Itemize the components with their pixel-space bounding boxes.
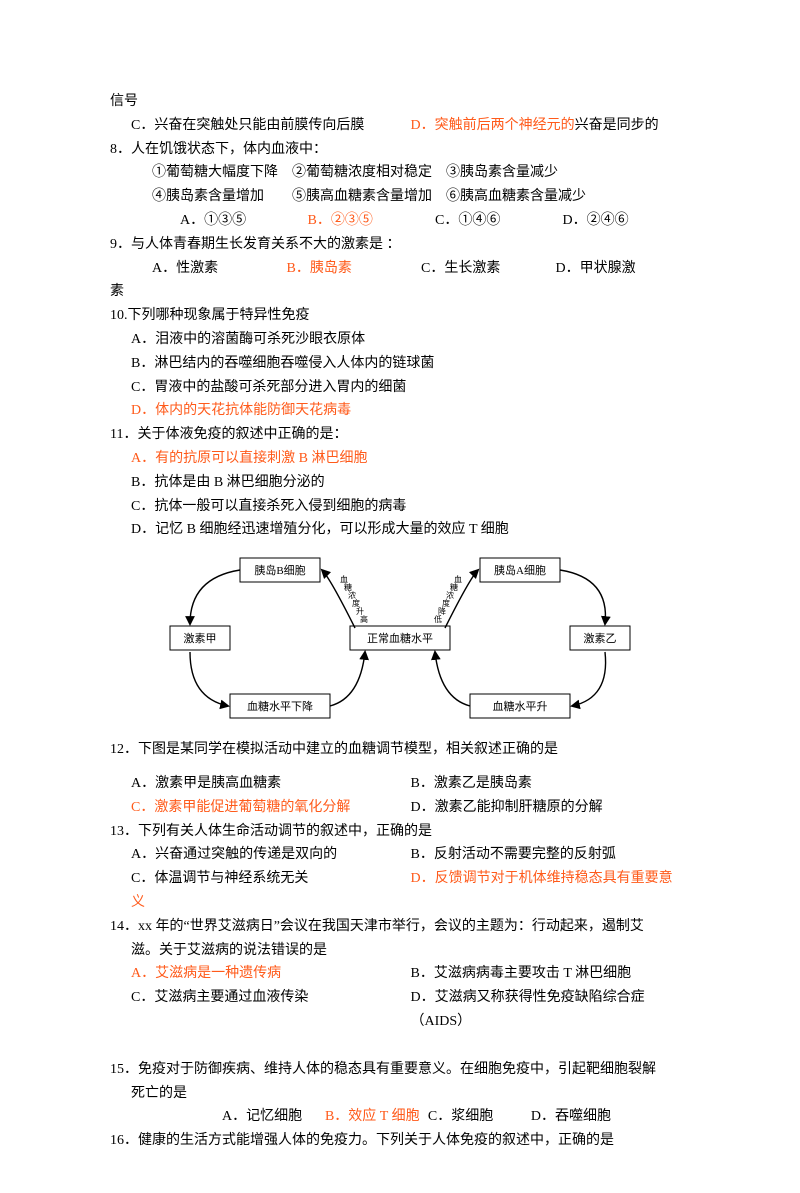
pre-line: 信号 xyxy=(110,90,690,114)
diag-left-top: 胰岛B细胞 xyxy=(254,563,305,577)
q13-b: B．反射活动不需要完整的反射弧 xyxy=(411,843,691,867)
diag-right-bot: 血糖水平升 xyxy=(493,699,548,713)
q12-stem: 12．下图是某同学在模拟活动中建立的血糖调节模型，相关叙述正确的是 xyxy=(110,738,690,762)
q15-c: C．浆细胞 xyxy=(428,1105,531,1129)
q10-stem: 10.下列哪种现象属于特异性免疫 xyxy=(110,304,690,328)
q11-d: D．记忆 B 细胞经迅速增殖分化，可以形成大量的效应 T 细胞 xyxy=(110,518,690,542)
q14-c: C．艾滋病主要通过血液传染 xyxy=(131,986,411,1034)
q8-stem: 8．人在饥饿状态下，体内血液中： xyxy=(110,138,690,162)
q15-b: B．效应 T 细胞 xyxy=(325,1105,428,1129)
q14-d: D．艾滋病又称获得性免疫缺陷综合症（AIDS） xyxy=(411,986,691,1034)
svg-text:低: 低 xyxy=(434,614,442,624)
q13-c: C．体温调节与神经系统无关 xyxy=(131,867,411,891)
q9-tail: 素 xyxy=(110,280,690,304)
q11-a: A．有的抗原可以直接刺激 B 淋巴细胞 xyxy=(110,447,690,471)
q11-b: B．抗体是由 B 淋巴细胞分泌的 xyxy=(110,471,690,495)
q7-d: D．突触前后两个神经元的兴奋是同步的 xyxy=(411,114,691,138)
q14-b: B．艾滋病病毒主要攻击 T 淋巴细胞 xyxy=(411,962,691,986)
q12-a: A．激素甲是胰高血糖素 xyxy=(131,772,411,796)
q9-b: B．胰岛素 xyxy=(287,257,422,281)
q9-stem: 9．与人体青春期生长发育关系不大的激素是 ： xyxy=(110,233,690,257)
diag-left-mid: 激素甲 xyxy=(184,631,217,645)
q15-stem1: 15．免疫对于防御疾病、维持人体的稳态具有重要意义。在细胞免疫中，引起靶细胞裂解 xyxy=(110,1058,690,1082)
q12-c: C．激素甲能促进葡萄糖的氧化分解 xyxy=(131,796,411,820)
q10-a: A．泪液中的溶菌酶可杀死沙眼衣原体 xyxy=(110,328,690,352)
q12-b: B．激素乙是胰岛素 xyxy=(411,772,691,796)
q8-b: B．②③⑤ xyxy=(308,209,436,233)
q10-c: C．胃液中的盐酸可杀死部分进入胃内的细菌 xyxy=(110,376,690,400)
q8-row1: ①葡萄糖大幅度下降 ②葡萄糖浓度相对稳定 ③胰岛素含量减少 xyxy=(110,161,690,185)
q11-stem: 11．关于体液免疫的叙述中正确的是： xyxy=(110,423,690,447)
q10-d: D．体内的天花抗体能防御天花病毒 xyxy=(110,399,690,423)
q9-d: D．甲状腺激 xyxy=(556,257,691,281)
q13-stem: 13．下列有关人体生命活动调节的叙述中，正确的是 xyxy=(110,820,690,844)
q8-c: C．①④⑥ xyxy=(435,209,563,233)
q8-row2: ④胰岛素含量增加 ⑤胰高血糖素含量增加 ⑥胰高血糖素含量减少 xyxy=(110,185,690,209)
q15-a: A．记忆细胞 xyxy=(222,1105,325,1129)
q12-d: D．激素乙能抑制肝糖原的分解 xyxy=(411,796,691,820)
diag-right-top: 胰岛A细胞 xyxy=(494,563,546,577)
q9-c: C．生长激素 xyxy=(421,257,556,281)
q11-c: C．抗体一般可以直接杀死入侵到细胞的病毒 xyxy=(110,495,690,519)
q14-stem2: 滋。关于艾滋病的说法错误的是 xyxy=(110,939,690,963)
blood-sugar-diagram: 胰岛B细胞 激素甲 血糖水平下降 正常血糖水平 胰岛A细胞 激素乙 血糖水平升 … xyxy=(110,548,690,728)
q8-d: D．②④⑥ xyxy=(563,209,691,233)
q8-a: A．①③⑤ xyxy=(180,209,308,233)
diag-center: 正常血糖水平 xyxy=(367,631,433,645)
q14-a: A．艾滋病是一种遗传病 xyxy=(131,962,411,986)
q15-stem2: 死亡的是 xyxy=(110,1082,690,1106)
svg-text:高: 高 xyxy=(360,614,368,624)
q13-d: D．反馈调节对于机体维持稳态具有重要意 xyxy=(411,867,691,891)
q16-stem: 16．健康的生活方式能增强人体的免疫力。下列关于人体免疫的叙述中，正确的是 xyxy=(110,1129,690,1153)
diag-left-bot: 血糖水平下降 xyxy=(247,699,313,713)
q7-c: C．兴奋在突触处只能由前膜传向后膜 xyxy=(131,114,411,138)
diag-right-mid: 激素乙 xyxy=(584,631,617,645)
q7-d-red: D．突触前后两个神经元的 xyxy=(411,118,575,133)
q7-d-tail: 兴奋是同步的 xyxy=(575,118,659,133)
q14-stem1: 14．xx 年的“世界艾滋病日”会议在我国天津市举行，会议的主题为：行动起来，遏… xyxy=(110,915,690,939)
q13-a: A．兴奋通过突触的传递是双向的 xyxy=(131,843,411,867)
q15-d: D．吞噬细胞 xyxy=(531,1105,634,1129)
q10-b: B．淋巴结内的吞噬细胞吞噬侵入人体内的链球菌 xyxy=(110,352,690,376)
q9-a: A．性激素 xyxy=(152,257,287,281)
q13-tail: 义 xyxy=(110,891,690,915)
